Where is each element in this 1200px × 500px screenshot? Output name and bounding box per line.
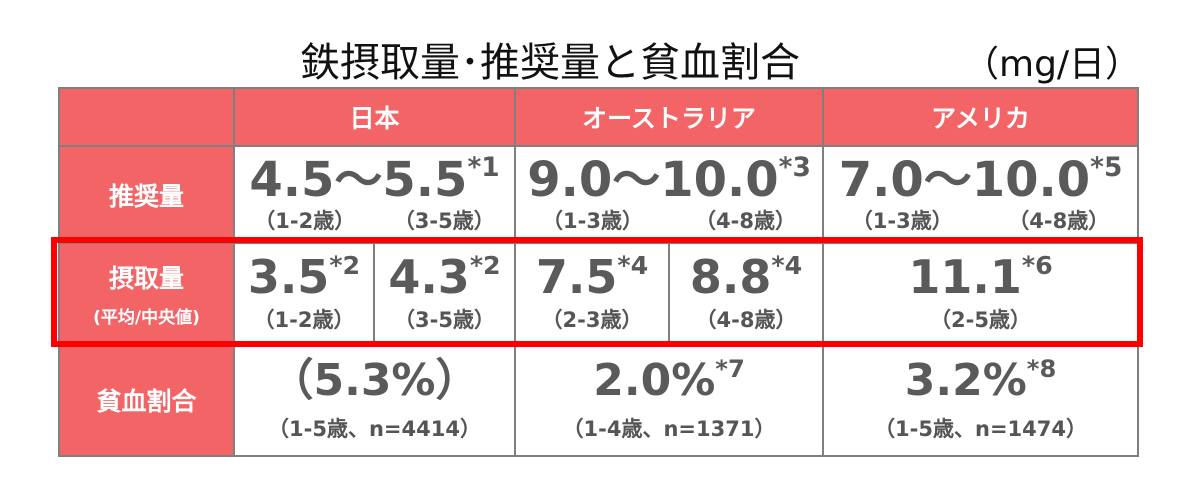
recommended-australia-age-2: （4-8歳） bbox=[695, 209, 796, 234]
iron-table: 日本 オーストラリア アメリカ 推奨量 4.5～5.5*1 （1-2歳） （3-5… bbox=[58, 87, 1140, 457]
row-label-intake-sub: (平均/中央値) bbox=[93, 307, 200, 328]
corner-cell bbox=[58, 87, 235, 147]
anemia-australia: 2.0%*7 （1-4歳、n=1371） bbox=[514, 342, 825, 457]
row-label-recommended: 推奨量 bbox=[58, 145, 235, 244]
recommended-usa-note: *5 bbox=[1090, 151, 1123, 183]
anemia-usa-note: *8 bbox=[1026, 354, 1057, 383]
anemia-australia-note: *7 bbox=[715, 354, 745, 383]
recommended-japan-value: 4.5～5.5 bbox=[249, 151, 468, 208]
anemia-japan: （5.3%） （1-5歳、n=4414） bbox=[232, 342, 517, 457]
intake-japan-1-value: 3.5 bbox=[247, 249, 330, 304]
header-australia: オーストラリア bbox=[514, 87, 825, 147]
anemia-usa: 3.2%*8 （1-5歳、n=1474） bbox=[822, 342, 1140, 457]
intake-australia-1-note: *4 bbox=[617, 250, 649, 280]
intake-usa-note: *6 bbox=[1021, 250, 1053, 280]
header-usa: アメリカ bbox=[822, 87, 1140, 147]
recommended-usa-value: 7.0～10.0 bbox=[838, 151, 1091, 208]
intake-usa-value: 11.1 bbox=[908, 249, 1022, 304]
intake-japan-2-age: （3-5歳） bbox=[394, 307, 495, 332]
recommended-australia-note: *3 bbox=[778, 151, 811, 183]
anemia-australia-detail: （1-4歳、n=1371） bbox=[562, 416, 776, 441]
anemia-japan-detail: （1-5歳、n=4414） bbox=[268, 416, 481, 441]
unit-label: （mg/日） bbox=[963, 44, 1142, 85]
intake-australia-2-note: *4 bbox=[771, 250, 803, 280]
intake-australia-2-value: 8.8 bbox=[689, 249, 772, 304]
intake-australia-1: 7.5*4 （2-3歳） bbox=[514, 242, 671, 344]
recommended-usa-age-2: （4-8歳） bbox=[1008, 209, 1110, 234]
recommended-usa: 7.0～10.0*5 （1-3歳） （4-8歳） bbox=[822, 145, 1140, 244]
page-title: 鉄摂取量･推奨量と貧血割合 bbox=[300, 40, 800, 86]
header-japan: 日本 bbox=[232, 87, 517, 147]
recommended-australia: 9.0～10.0*3 （1-3歳） （4-8歳） bbox=[514, 145, 825, 244]
recommended-japan-note: *1 bbox=[467, 151, 500, 183]
intake-australia-1-value: 7.5 bbox=[535, 249, 618, 304]
intake-australia-1-age: （2-3歳） bbox=[541, 307, 643, 332]
recommended-japan-age-2: （3-5歳） bbox=[393, 209, 495, 234]
intake-japan-2-value: 4.3 bbox=[388, 249, 470, 304]
intake-japan-2: 4.3*2 （3-5歳） bbox=[372, 242, 517, 344]
intake-japan-1-note: *2 bbox=[329, 250, 361, 280]
recommended-japan-age-1: （1-2歳） bbox=[254, 209, 356, 234]
intake-usa: 11.1*6 （2-5歳） bbox=[822, 242, 1140, 344]
intake-australia-2: 8.8*4 （4-8歳） bbox=[668, 242, 825, 344]
anemia-japan-value: （5.3%） bbox=[269, 354, 480, 406]
intake-japan-1-age: （1-2歳） bbox=[253, 307, 355, 332]
anemia-usa-value: 3.2% bbox=[904, 354, 1027, 406]
row-label-anemia: 貧血割合 bbox=[58, 342, 235, 457]
row-label-intake-text: 摂取量 bbox=[108, 263, 184, 293]
recommended-australia-value: 9.0～10.0 bbox=[527, 151, 779, 208]
intake-australia-2-age: （4-8歳） bbox=[695, 307, 797, 332]
recommended-usa-age-1: （1-3歳） bbox=[851, 209, 953, 234]
anemia-australia-value: 2.0% bbox=[593, 354, 716, 406]
row-label-intake: 摂取量 (平均/中央値) bbox=[58, 242, 235, 344]
anemia-usa-detail: （1-5歳、n=1474） bbox=[874, 416, 1087, 441]
intake-japan-1: 3.5*2 （1-2歳） bbox=[233, 242, 375, 344]
recommended-japan: 4.5～5.5*1 （1-2歳） （3-5歳） bbox=[232, 145, 517, 244]
intake-usa-age: （2-5歳） bbox=[930, 307, 1031, 332]
intake-japan-2-note: *2 bbox=[469, 250, 501, 280]
recommended-australia-age-1: （1-3歳） bbox=[542, 209, 643, 234]
